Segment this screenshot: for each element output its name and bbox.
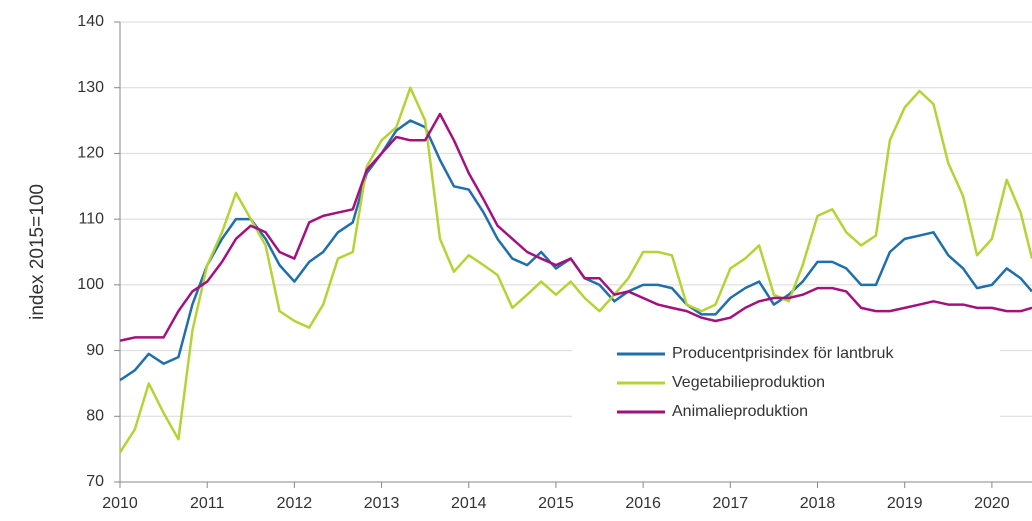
x-tick-label: 2014 bbox=[451, 495, 487, 512]
legend-label: Producentprisindex för lantbruk bbox=[672, 345, 894, 362]
series-line bbox=[118, 86, 1032, 454]
x-tick-label: 2013 bbox=[364, 495, 400, 512]
y-tick-label: 110 bbox=[78, 210, 104, 227]
y-axis-label: index 2015=100 bbox=[27, 184, 48, 320]
y-tick-label: 90 bbox=[86, 342, 104, 359]
x-tick-label: 2018 bbox=[800, 495, 836, 512]
y-tick-label: 80 bbox=[86, 408, 104, 425]
x-tick-label: 2015 bbox=[538, 495, 574, 512]
y-tick-label: 100 bbox=[77, 276, 104, 293]
x-tick-label: 2017 bbox=[713, 495, 749, 512]
y-tick-label: 120 bbox=[77, 145, 104, 162]
x-tick-label: 2019 bbox=[887, 495, 923, 512]
x-tick-label: 2010 bbox=[102, 495, 138, 512]
series-line bbox=[119, 112, 1032, 342]
y-tick-label: 140 bbox=[77, 13, 104, 30]
x-tick-label: 2020 bbox=[974, 495, 1010, 512]
y-tick-label: 130 bbox=[77, 79, 104, 96]
x-tick-label: 2012 bbox=[277, 495, 313, 512]
legend: Producentprisindex för lantbruk Vegetabil… bbox=[572, 338, 1000, 430]
x-tick-label: 2016 bbox=[625, 495, 661, 512]
y-tick-label: 70 bbox=[86, 473, 104, 490]
x-tick-label: 2011 bbox=[190, 495, 225, 512]
legend-label: Vegetabilieproduktion bbox=[672, 374, 825, 391]
legend-label: Animalieproduktion bbox=[672, 403, 808, 420]
